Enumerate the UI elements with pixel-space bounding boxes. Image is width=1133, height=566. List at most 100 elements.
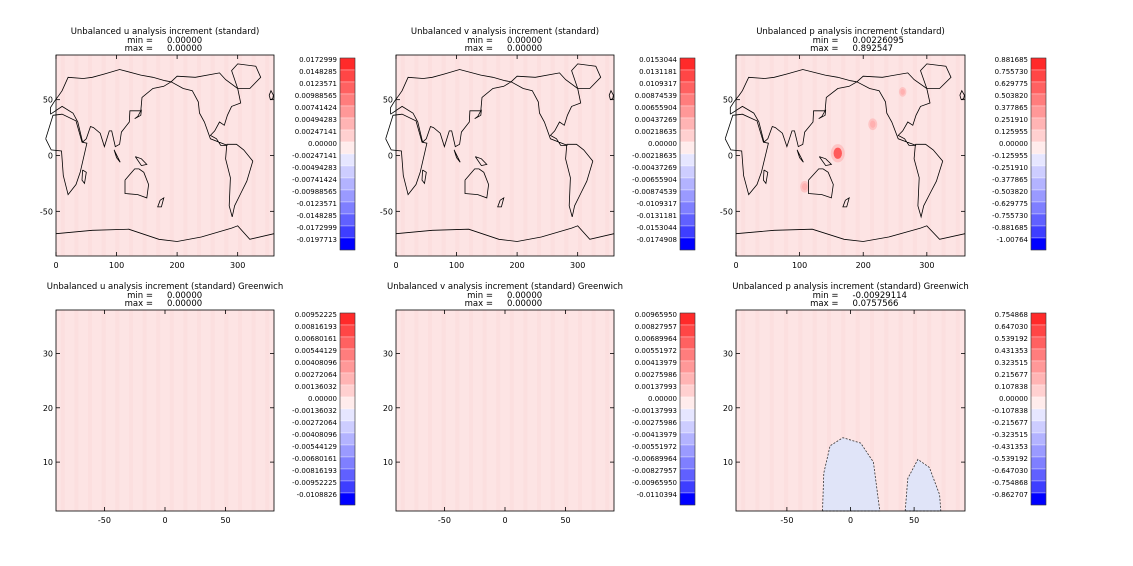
field-stripe xyxy=(955,310,960,511)
u-greenwich-panel: Unbalanced u analysis increment (standar… xyxy=(43,282,356,525)
colorbar-label: 0.431353 xyxy=(995,347,1028,355)
field-stripe xyxy=(400,310,405,511)
stat-label: min = xyxy=(813,291,839,301)
chart-title: Unbalanced u analysis increment (standar… xyxy=(71,27,260,37)
colorbar-swatch xyxy=(1030,492,1047,506)
y-tick-label: 10 xyxy=(383,458,393,467)
colorbar-swatch xyxy=(679,324,696,338)
colorbar-label: 0.00680161 xyxy=(295,335,337,343)
field-stripe xyxy=(941,310,946,511)
colorbar-label: 0.755730 xyxy=(995,68,1028,76)
colorbar-swatch xyxy=(679,201,696,215)
p-map-panel: Unbalanced p analysis increment (standar… xyxy=(720,27,1047,270)
field-stripe xyxy=(591,55,596,256)
field-stripe xyxy=(169,310,174,511)
colorbar-label: 0.0172999 xyxy=(299,56,337,64)
colorbar-label: 0.00000 xyxy=(648,140,677,148)
field-stripe xyxy=(128,310,133,511)
colorbar-swatch xyxy=(679,69,696,83)
field-stripe xyxy=(769,310,774,511)
colorbar-label: -0.00413979 xyxy=(632,431,677,439)
colorbar-swatch xyxy=(679,372,696,386)
colorbar-label: 0.00551972 xyxy=(635,347,677,355)
colorbar-swatch xyxy=(679,432,696,446)
field-stripe xyxy=(251,310,256,511)
colorbar-label: -0.377865 xyxy=(992,176,1028,184)
colorbar-swatch xyxy=(679,213,696,227)
colorbar-swatch xyxy=(1030,153,1047,167)
colorbar-label: 0.539192 xyxy=(995,335,1028,343)
v-map-panel: Unbalanced v analysis increment (standar… xyxy=(380,27,696,270)
colorbar-label: -0.00965950 xyxy=(632,479,677,487)
colorbar-swatch xyxy=(339,456,356,470)
colorbar-label: -0.0153044 xyxy=(637,224,678,232)
coastline xyxy=(762,169,769,185)
colorbar-swatch xyxy=(1030,141,1047,155)
colorbar-label: 0.107838 xyxy=(995,383,1028,391)
chart-title: Unbalanced p analysis increment (standar… xyxy=(732,282,968,292)
colorbar-label: 0.0109317 xyxy=(639,80,677,88)
field-stripe xyxy=(912,55,917,256)
colorbar-swatch xyxy=(1030,468,1047,482)
colorbar-swatch xyxy=(1030,237,1047,251)
y-tick-label: -50 xyxy=(40,207,53,216)
colorbar-swatch xyxy=(679,348,696,362)
field-stripe xyxy=(142,55,147,256)
colorbar-swatch xyxy=(339,57,356,71)
field-stripe xyxy=(210,55,215,256)
colorbar-swatch xyxy=(1030,324,1047,338)
colorbar-swatch xyxy=(1030,384,1047,398)
field-stripe xyxy=(564,310,569,511)
x-tick-label: -50 xyxy=(98,516,111,525)
colorbar-label: -0.00680161 xyxy=(292,455,337,463)
colorbar-swatch xyxy=(339,69,356,83)
stat-value: 0.00000 xyxy=(167,44,202,54)
coastline xyxy=(170,72,242,146)
colorbar-swatch xyxy=(1030,81,1047,95)
colorbar-swatch xyxy=(1030,360,1047,374)
chart-title: Unbalanced v analysis increment (standar… xyxy=(411,27,599,37)
colorbar-swatch xyxy=(679,165,696,179)
stat-value: 0.892547 xyxy=(853,44,894,54)
colorbar-swatch xyxy=(339,81,356,95)
coastline xyxy=(157,197,165,208)
field-stripe xyxy=(955,55,960,256)
colorbar-swatch xyxy=(1030,432,1047,446)
colorbar-swatch xyxy=(339,360,356,374)
field-stripe xyxy=(101,310,106,511)
colorbar-swatch xyxy=(339,141,356,155)
colorbar-swatch xyxy=(339,213,356,227)
field-stripe xyxy=(509,55,514,256)
x-tick-label: 0 xyxy=(733,261,738,270)
colorbar-swatch xyxy=(679,141,696,155)
field-stripe xyxy=(468,55,473,256)
field-stripe xyxy=(428,310,433,511)
coastline xyxy=(497,197,505,208)
stat-label: max = xyxy=(125,299,153,309)
coastline xyxy=(385,113,428,196)
colorbar-label: -0.00741424 xyxy=(292,176,337,184)
colorbar-swatch xyxy=(339,189,356,203)
colorbar-swatch xyxy=(679,153,696,167)
x-tick-label: 0 xyxy=(393,261,398,270)
coastline xyxy=(959,89,965,101)
colorbar-swatch xyxy=(1030,336,1047,350)
y-tick-label: 50 xyxy=(43,96,53,105)
y-tick-label: 30 xyxy=(43,349,53,358)
colorbar-swatch xyxy=(679,468,696,482)
colorbar-label: -0.00494283 xyxy=(292,164,337,172)
y-tick-label: 0 xyxy=(728,152,733,161)
y-tick-label: 30 xyxy=(383,349,393,358)
colorbar-swatch xyxy=(679,57,696,71)
field-stripe xyxy=(156,310,161,511)
stat-value: 0.00000 xyxy=(167,36,202,46)
x-tick-label: 50 xyxy=(909,516,919,525)
colorbar-swatch xyxy=(679,492,696,506)
field-stripe xyxy=(537,55,542,256)
x-tick-label: -50 xyxy=(438,516,451,525)
coastline xyxy=(124,168,150,199)
field-stripe xyxy=(74,55,79,256)
field-stripe xyxy=(884,310,889,511)
y-tick-label: 10 xyxy=(43,458,53,467)
